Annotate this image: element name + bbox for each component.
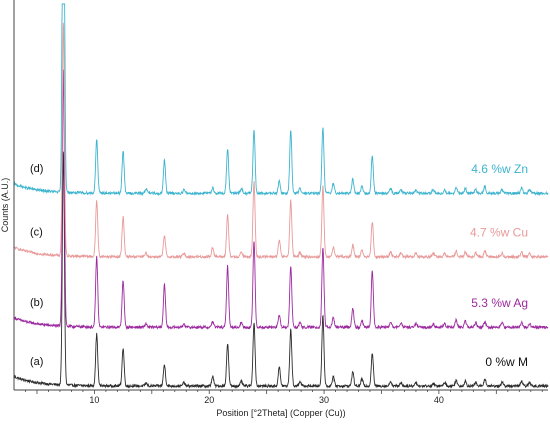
- axes-layer: [13, 0, 548, 391]
- x-tick-label-40: 40: [434, 395, 444, 405]
- ticks-layer: 10 20 30 40: [25, 390, 543, 405]
- series-letter-3: (d): [30, 163, 43, 175]
- series-name-1: 5.3 %w Ag: [471, 296, 528, 310]
- series-name-0: 0 %w M: [485, 355, 528, 369]
- series-line-1: [13, 69, 549, 331]
- y-axis-label: Counts (A.U.): [0, 178, 10, 233]
- plot-area: [14, 0, 548, 390]
- plot-background: [14, 0, 548, 390]
- series-line-2: [13, 22, 549, 260]
- series-letter-2: (c): [30, 227, 43, 239]
- series-name-2: 4.7 %w Cu: [470, 226, 528, 240]
- x-tick-label-30: 30: [319, 395, 329, 405]
- series-line-0: [13, 151, 549, 390]
- series-line-3: [13, 3, 549, 197]
- x-tick-label-10: 10: [89, 395, 99, 405]
- series-letter-1: (b): [30, 297, 43, 309]
- x-tick-label-20: 20: [204, 395, 214, 405]
- series-layer: [13, 3, 549, 390]
- x-axis-label: Position [°2Theta] (Copper (Cu)): [216, 408, 345, 418]
- labels-layer: (a) 0 %w M (b) 5.3 %w Ag (c) 4.7 %w Cu (d) 4.6 …: [30, 162, 528, 369]
- series-letter-0: (a): [30, 356, 43, 368]
- series-name-3: 4.6 %w Zn: [471, 162, 528, 176]
